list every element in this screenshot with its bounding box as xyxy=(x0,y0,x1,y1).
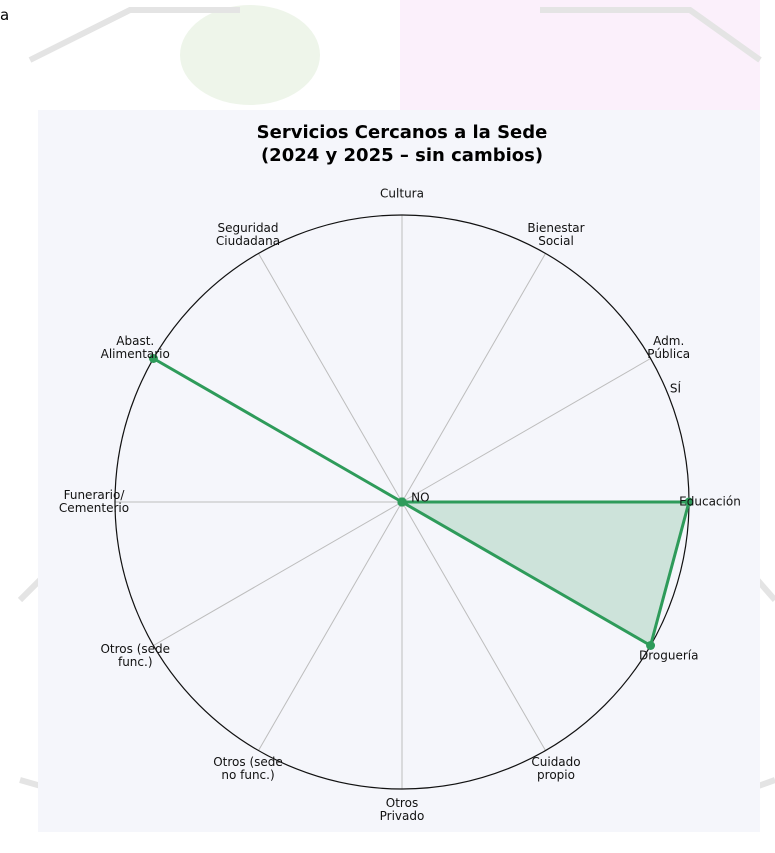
data-point xyxy=(646,641,656,650)
data-point xyxy=(684,497,694,507)
category-label: Cultura xyxy=(380,186,424,201)
chart-title: Servicios Cercanos a la Sede xyxy=(256,122,548,143)
category-label: Droguería xyxy=(638,648,699,663)
data-point xyxy=(397,497,407,507)
plot-background xyxy=(38,110,760,832)
r-tick-label: SÍ xyxy=(669,381,682,396)
category-label: Seguridad Ciudadana xyxy=(215,221,281,249)
watermark xyxy=(17,0,775,803)
data-line xyxy=(151,357,691,647)
r-tick-label: NO xyxy=(411,490,430,505)
category-label: Adm. Pública xyxy=(647,334,691,361)
category-label: Abast. Alimentario xyxy=(100,334,170,361)
category-label: Otros Privado xyxy=(379,796,425,823)
category-label: Otros (sede func.) xyxy=(100,642,171,669)
spoke xyxy=(258,501,403,751)
spoke xyxy=(401,501,546,751)
spoke xyxy=(401,253,546,503)
category-label: Funerario/ Cementerio xyxy=(58,488,130,515)
spoke xyxy=(153,501,403,646)
category-label: Bienestar Social xyxy=(527,221,585,249)
spoke xyxy=(401,358,651,503)
category-label: Educación xyxy=(679,494,741,509)
data-point xyxy=(148,354,158,363)
category-label: Otros (sede no func.) xyxy=(213,754,283,782)
category-label: Cuidado propio xyxy=(531,754,581,782)
chart-title: (2024 y 2025 – sin cambios) xyxy=(260,145,544,166)
spoke xyxy=(258,253,403,503)
page-fragment: a xyxy=(0,6,10,24)
